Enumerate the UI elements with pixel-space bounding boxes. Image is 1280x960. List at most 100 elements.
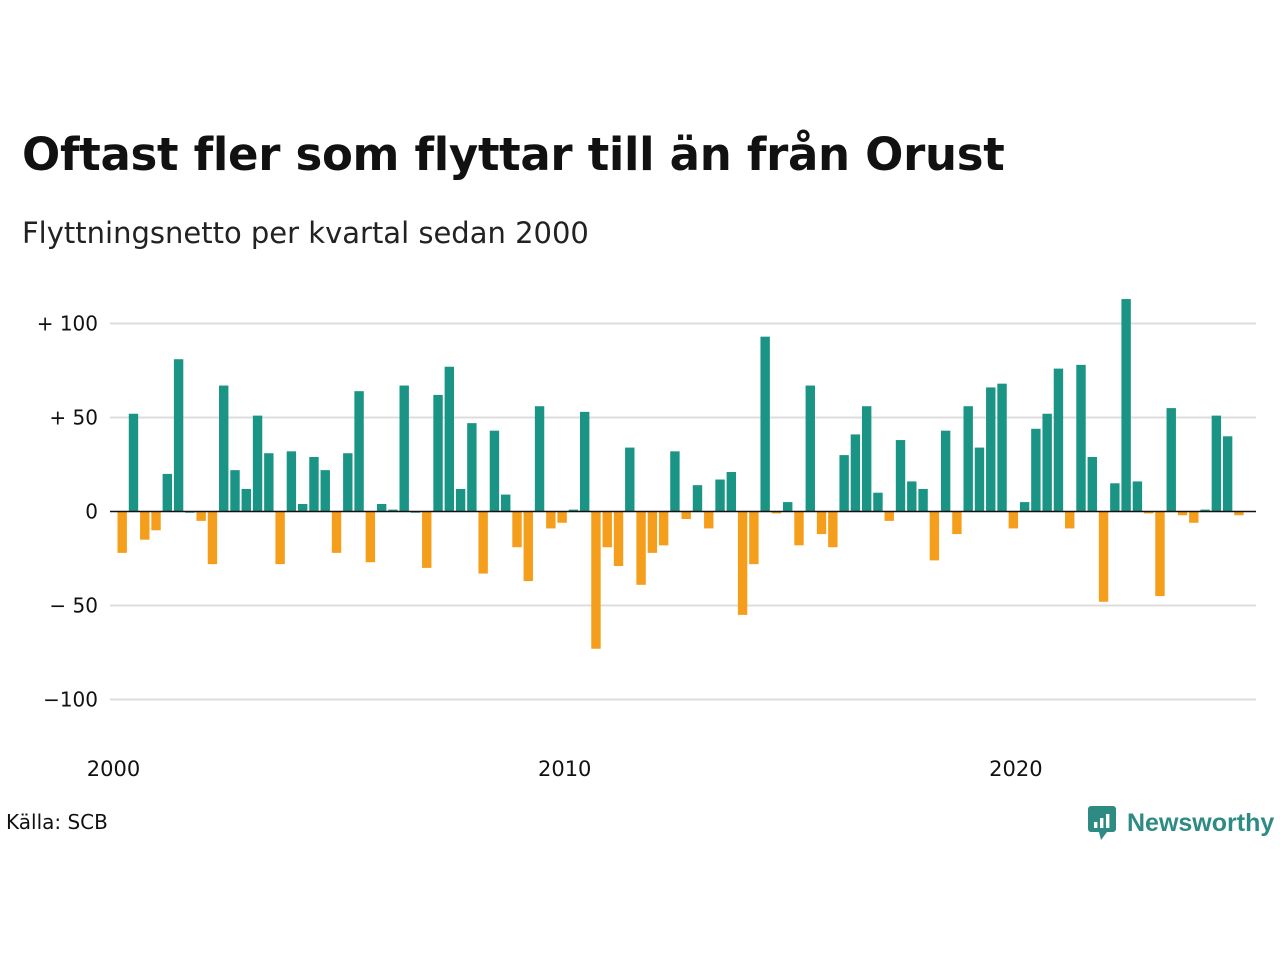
bar [320,470,330,512]
bar [816,511,827,535]
bar [602,511,612,548]
bar [850,434,861,512]
chart-subtitle: Flyttningsnetto per kvartal sedan 2000 [22,216,589,250]
bar [196,511,206,521]
bar [1211,415,1222,512]
bar [162,473,173,512]
bar [151,511,161,531]
bar [523,511,533,582]
bar [1177,511,1188,516]
bar [252,415,263,512]
bar [625,447,635,512]
bar [241,488,251,512]
bar [455,488,466,512]
bar [286,451,297,512]
bar [546,511,556,529]
newsworthy-logo-text: Newsworthy [1127,808,1275,837]
x-tick-labels: 2000 2010 2020 [87,757,1043,781]
bar [839,455,849,512]
bar [343,453,353,512]
bar [331,511,342,553]
source-note: Källa: SCB [6,810,108,834]
bar [309,456,319,512]
bar [940,430,951,512]
bar [1110,483,1120,512]
bar [534,406,545,512]
bar [207,511,218,565]
bar [771,511,782,514]
bar [388,509,398,512]
y-tick-label: + 100 [37,312,98,336]
bar [219,385,229,512]
bar [128,413,139,512]
bar [986,387,996,512]
bar [579,411,590,512]
bar [907,481,917,512]
bar [737,511,748,615]
bar [647,511,658,553]
bar [681,511,691,520]
bar [828,511,838,548]
bar [1189,511,1199,523]
bar [749,511,759,565]
bar [557,511,567,523]
y-tick-labels: + 100 + 50 0 − 50 −100 [37,312,98,712]
bar [692,485,703,512]
bar [1031,428,1041,512]
bar [974,447,985,512]
bar [365,511,376,563]
bar [264,453,274,512]
bar [1234,511,1244,516]
x-tick-label: 2020 [989,757,1042,781]
bar [963,406,973,512]
bar [478,511,488,574]
bar [613,511,624,567]
bar [467,423,477,512]
bar [399,385,409,512]
y-tick-label: − 50 [49,594,98,618]
chart-title: Oftast fler som flyttar till än från Oru… [22,128,1005,181]
bar [658,511,669,546]
x-tick-label: 2000 [87,757,140,781]
bar [173,359,184,512]
bar [1065,511,1075,529]
bar [805,385,815,512]
bar [1019,502,1030,512]
y-tick-label: + 50 [49,406,98,430]
bar [1155,511,1165,597]
bar [591,511,601,649]
bar [1087,456,1097,512]
bar [873,492,883,512]
bar [1143,511,1154,514]
bars [117,299,1244,649]
bar [297,503,308,512]
bar [1222,436,1233,512]
bar [636,511,646,585]
bar [1200,509,1210,512]
bar [783,502,793,512]
bar [1121,299,1131,512]
bar [952,511,962,535]
bar [568,509,579,512]
newsworthy-logo: Newsworthy [1087,803,1274,843]
bar [489,430,500,512]
bar [354,391,364,512]
y-tick-label: 0 [85,500,98,524]
bar [1166,408,1176,512]
y-tick-label: −100 [43,688,98,712]
bar [501,494,511,512]
x-tick-label: 2010 [538,757,591,781]
bar [1076,364,1086,512]
bar [861,406,872,512]
bar [760,336,770,512]
bar [1132,481,1143,512]
bar [1008,511,1019,529]
bar [117,511,127,553]
bar [1053,368,1064,512]
newsworthy-logo-icon [1088,806,1116,840]
bar-chart: + 100 + 50 0 − 50 −100 2000 2010 2020 [37,299,1256,781]
bar [670,451,680,512]
bar [422,511,432,568]
bar [230,470,240,512]
bar [929,511,940,561]
